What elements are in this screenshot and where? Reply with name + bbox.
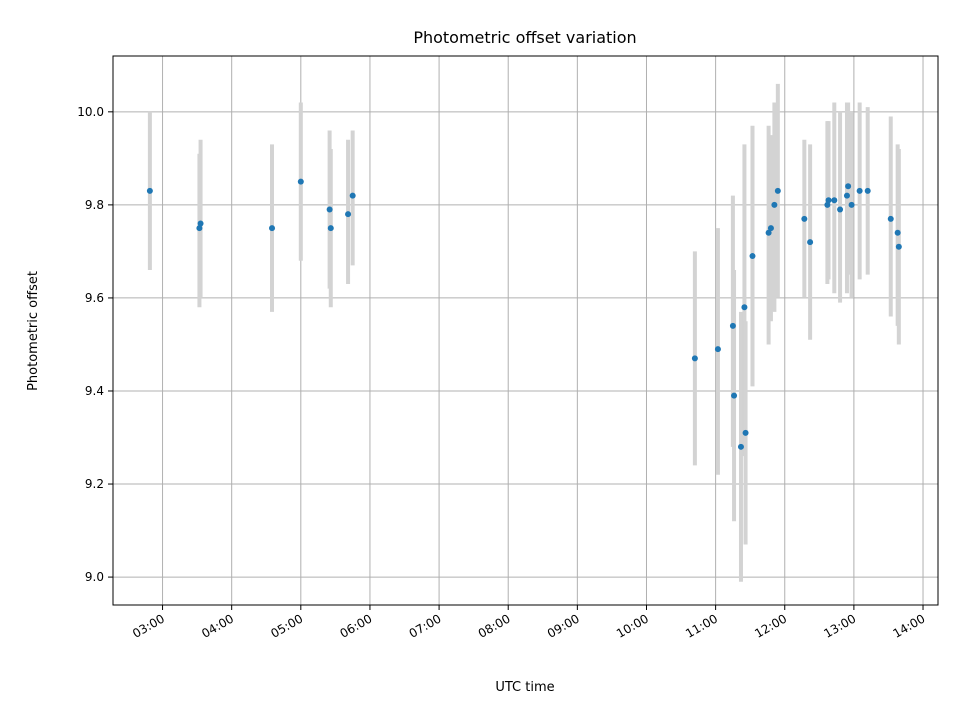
data-point (737, 443, 744, 450)
data-point (843, 192, 850, 199)
y-axis-label: Photometric offset (26, 271, 41, 391)
data-point (894, 229, 901, 236)
y-tick-label: 9.2 (85, 477, 104, 491)
data-point (774, 187, 781, 194)
axis-ticks: 03:00 04:00 05:00 06:00 07:00 08:00 09:00 10:00… (77, 105, 927, 641)
data-point (825, 197, 832, 204)
data-point (731, 392, 738, 399)
data-point (269, 225, 276, 232)
data-point (326, 206, 333, 213)
x-tick-label: 04:00 (199, 611, 236, 640)
x-axis-label: UTC time (495, 680, 554, 695)
data-point (345, 211, 352, 218)
data-point (349, 192, 356, 199)
data-point (856, 187, 863, 194)
data-point (831, 197, 838, 204)
x-tick-label: 03:00 (130, 611, 167, 640)
grid-lines (113, 56, 938, 605)
x-tick-label: 06:00 (337, 611, 374, 640)
y-tick-label: 9.0 (85, 570, 104, 584)
y-tick-label: 9.8 (85, 198, 104, 212)
x-tick-label: 08:00 (476, 611, 513, 640)
x-tick-label: 10:00 (614, 611, 651, 640)
data-point (887, 215, 894, 222)
data-point (864, 187, 871, 194)
chart-title: Photometric offset variation (413, 28, 636, 47)
x-tick-label: 14:00 (891, 611, 928, 640)
data-point (895, 243, 902, 250)
data-point (742, 429, 749, 436)
y-tick-label: 10.0 (77, 105, 104, 119)
data-point (824, 201, 831, 208)
data-point (807, 239, 814, 246)
data-point (327, 225, 334, 232)
data-point (196, 225, 203, 232)
data-point (729, 322, 736, 329)
data-point (297, 178, 304, 185)
x-tick-label: 13:00 (821, 611, 858, 640)
plot-frame (112, 55, 939, 606)
data-point (765, 229, 772, 236)
data-point (801, 215, 808, 222)
data-point (848, 201, 855, 208)
data-point (691, 355, 698, 362)
data-point (714, 346, 721, 353)
data-point (845, 183, 852, 190)
data-point (837, 206, 844, 213)
x-tick-label: 07:00 (407, 611, 444, 640)
data-point (749, 253, 756, 260)
x-tick-label: 12:00 (752, 611, 789, 640)
y-tick-label: 9.4 (85, 384, 104, 398)
data-points (146, 178, 902, 450)
x-tick-label: 05:00 (268, 611, 305, 640)
x-tick-label: 09:00 (545, 611, 582, 640)
error-bars (147, 83, 901, 582)
data-point (197, 220, 204, 227)
data-point (741, 304, 748, 311)
x-tick-label: 11:00 (683, 611, 720, 640)
y-tick-label: 9.6 (85, 291, 104, 305)
data-point (146, 187, 153, 194)
data-point (767, 225, 774, 232)
data-point (771, 201, 778, 208)
